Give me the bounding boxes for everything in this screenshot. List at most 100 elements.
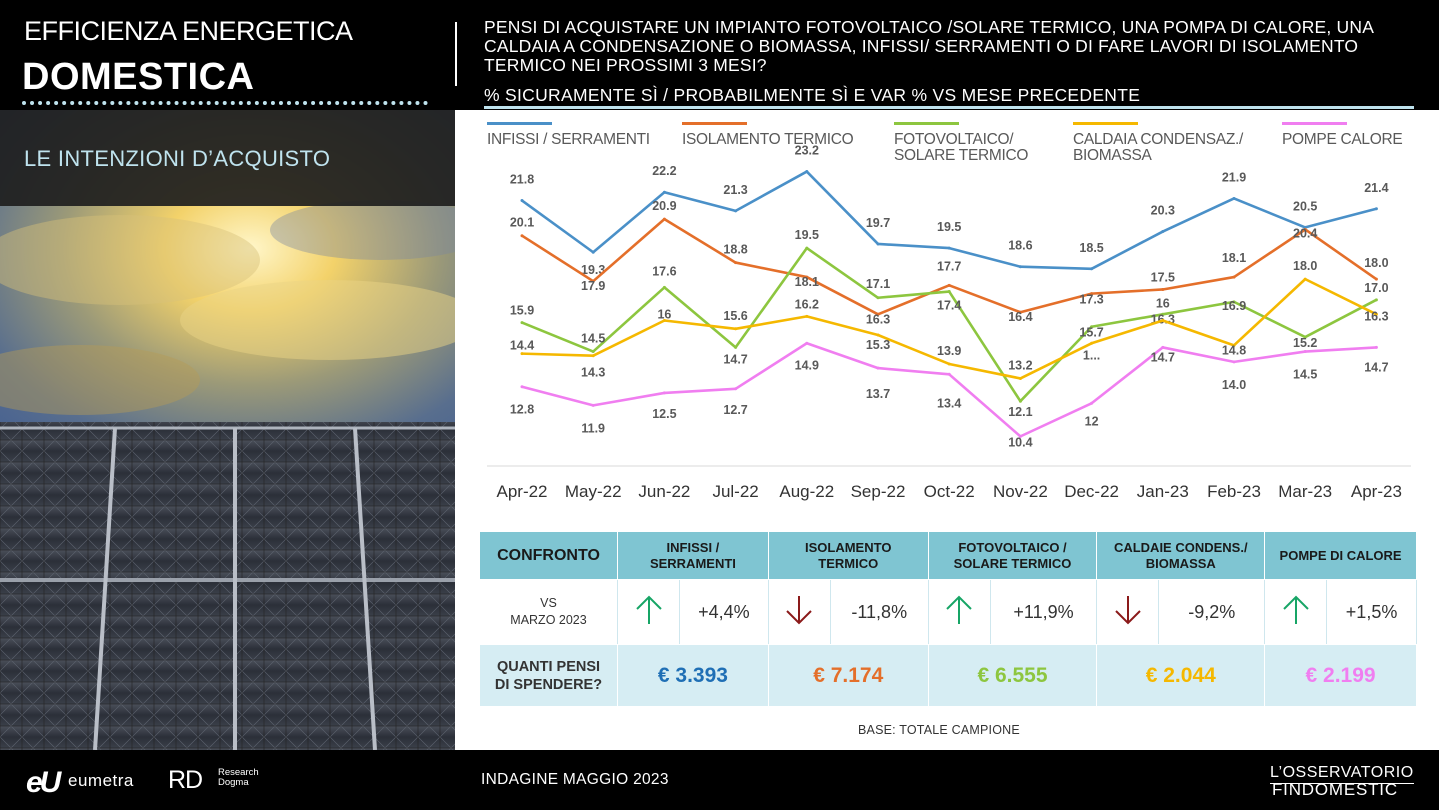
- data-label-infissi: 21.3: [723, 183, 747, 197]
- change-caldaia: -9,2%: [1158, 579, 1266, 645]
- legend-line-pompe: [1282, 122, 1347, 125]
- data-label-infissi: 23.2: [795, 144, 819, 158]
- x-tick-label: Nov-22: [993, 482, 1048, 501]
- data-label-infissi: 20.3: [1151, 204, 1175, 218]
- data-label-pompe: 12.7: [723, 403, 747, 417]
- data-point-infissi: [1374, 207, 1378, 211]
- change-pompe: +1,5%: [1326, 579, 1417, 645]
- table-row-spend: QUANTI PENSI DI SPENDERE? € 3.393 € 7.174…: [479, 644, 1417, 707]
- header-line2: SOLARE TERMICO: [953, 555, 1072, 571]
- header-line1: INFISSI /: [666, 539, 720, 555]
- data-label-fotovoltaico: 17.6: [652, 264, 676, 278]
- data-point-fotovoltaico: [734, 345, 738, 349]
- spend-pompe: € 2.199: [1264, 644, 1417, 707]
- table-header-confronto: CONFRONTO: [479, 531, 618, 580]
- data-point-caldaia: [947, 362, 951, 366]
- data-point-isolamento: [876, 312, 880, 316]
- data-point-pompe: [1303, 350, 1307, 354]
- data-point-pompe: [876, 366, 880, 370]
- data-point-infissi: [1303, 225, 1307, 229]
- spend-caldaia: € 2.044: [1096, 644, 1266, 707]
- line-chart: INFISSI / SERRAMENTI ISOLAMENTO TERMICO …: [455, 110, 1439, 520]
- header-line2: TERMICO: [818, 555, 879, 571]
- data-label-fotovoltaico: 15.9: [510, 304, 534, 318]
- x-tick-label: Aug-22: [779, 482, 834, 501]
- data-point-infissi: [1161, 230, 1165, 234]
- spend-label: QUANTI PENSI DI SPENDERE?: [479, 644, 618, 707]
- spend-infissi: € 3.393: [617, 644, 769, 707]
- table-header-infissi: INFISSI / SERRAMENTI: [617, 531, 769, 580]
- data-label-infissi: 20.5: [1293, 199, 1317, 213]
- x-tick-label: Dec-22: [1064, 482, 1119, 501]
- data-point-pompe: [734, 387, 738, 391]
- x-tick-label: Jan-23: [1137, 482, 1189, 501]
- legend-line-fotovoltaico: [894, 122, 959, 125]
- data-point-isolamento: [1090, 292, 1094, 296]
- data-point-pompe: [1090, 401, 1094, 405]
- data-label-pompe: 12.5: [652, 407, 676, 421]
- eumetra-logo-mark: eU: [26, 766, 61, 799]
- data-label-pompe: 13.4: [937, 396, 961, 410]
- data-label-caldaia: 1...: [1083, 348, 1100, 362]
- change-infissi: +4,4%: [679, 579, 769, 645]
- header-left: [0, 0, 455, 110]
- data-label-infissi: 19.5: [937, 220, 961, 234]
- data-label-fotovoltaico: 16.9: [1222, 299, 1246, 313]
- arrow-cell-caldaia: [1096, 579, 1160, 645]
- data-point-caldaia: [805, 314, 809, 318]
- data-point-fotovoltaico: [662, 285, 666, 289]
- data-point-infissi: [591, 250, 595, 254]
- data-label-isolamento: 18.0: [1364, 256, 1388, 270]
- data-label-infissi: 22.2: [652, 164, 676, 178]
- data-point-pompe: [662, 391, 666, 395]
- page-title-line1: EFFICIENZA ENERGETICA: [24, 16, 353, 46]
- data-point-isolamento: [520, 234, 524, 238]
- data-point-fotovoltaico: [947, 290, 951, 294]
- data-point-isolamento: [1303, 227, 1307, 231]
- data-label-fotovoltaico: 14.5: [581, 332, 605, 346]
- data-point-infissi: [662, 190, 666, 194]
- arrow-down-icon: [1114, 595, 1142, 630]
- legend-line-isolamento: [682, 122, 747, 125]
- data-label-isolamento: 16.4: [1008, 310, 1032, 324]
- x-tick-label: Apr-22: [496, 482, 547, 501]
- data-label-isolamento: 17.7: [937, 259, 961, 273]
- data-label-pompe: 14.0: [1222, 378, 1246, 392]
- solar-panel-photo: [0, 110, 455, 750]
- data-label-caldaia: 15.6: [723, 309, 747, 323]
- data-point-isolamento: [1374, 277, 1378, 281]
- legend-isolamento: ISOLAMENTO TERMICO: [682, 131, 854, 148]
- data-point-pompe: [805, 341, 809, 345]
- data-point-fotovoltaico: [805, 246, 809, 250]
- header-right: [455, 0, 1439, 110]
- data-point-isolamento: [591, 279, 595, 283]
- vs-line1: VS: [540, 596, 557, 610]
- data-label-fotovoltaico: 17.4: [937, 299, 961, 313]
- table-header-row: CONFRONTO INFISSI / SERRAMENTI ISOLAMENTO…: [479, 531, 1417, 580]
- data-point-fotovoltaico: [876, 296, 880, 300]
- legend-caldaia: CALDAIA CONDENSAZ./ BIOMASSA: [1073, 131, 1244, 164]
- data-label-fotovoltaico: 14.7: [723, 352, 747, 366]
- data-label-pompe: 12.8: [510, 403, 534, 417]
- legend-line-caldaia: [1073, 122, 1138, 125]
- data-label-caldaia: 18.0: [1293, 259, 1317, 273]
- data-label-fotovoltaico: 17.0: [1364, 281, 1388, 295]
- data-label-infissi: 18.6: [1008, 239, 1032, 253]
- data-point-fotovoltaico: [1018, 399, 1022, 403]
- data-label-caldaia: 13.9: [937, 344, 961, 358]
- header-line1: ISOLAMENTO: [805, 539, 892, 555]
- spend-line1: QUANTI PENSI: [496, 658, 601, 675]
- brand-line2: FINDOMESTIC: [1272, 780, 1398, 799]
- data-point-pompe: [1374, 345, 1378, 349]
- data-point-caldaia: [1090, 341, 1094, 345]
- data-label-isolamento: 18.1: [1222, 251, 1246, 265]
- data-point-infissi: [947, 246, 951, 250]
- vs-line2: MARZO 2023: [510, 613, 587, 627]
- legend-line-infissi: [487, 122, 552, 125]
- data-point-caldaia: [1303, 277, 1307, 281]
- arrow-cell-fotovoltaico: [927, 579, 991, 645]
- data-point-fotovoltaico: [1232, 300, 1236, 304]
- survey-date: INDAGINE MAGGIO 2023: [481, 771, 669, 788]
- data-label-caldaia: 14.3: [581, 366, 605, 380]
- eumetra-logo-text: eumetra: [68, 771, 134, 790]
